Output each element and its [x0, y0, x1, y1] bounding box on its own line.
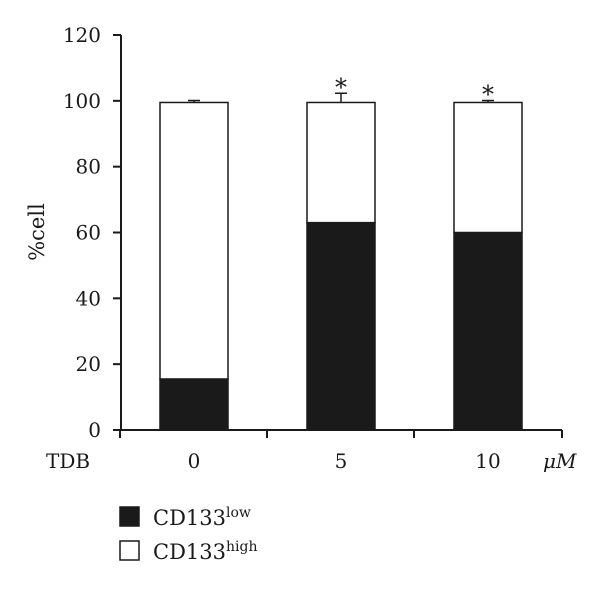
bars: ****	[159, 73, 523, 431]
bar-high-5	[306, 101, 376, 224]
legend-label-base: CD133	[153, 540, 226, 564]
bar-high-10	[453, 101, 523, 234]
bar-low-10	[453, 231, 523, 431]
y-tick-label: 100	[63, 89, 101, 113]
bar-high-0	[159, 101, 229, 380]
x-tick-label: 10	[475, 449, 500, 473]
significance-marker: *	[482, 81, 494, 109]
bar-low-0	[159, 378, 229, 431]
y-tick-label: 80	[76, 155, 101, 179]
y-axis: 0 20 40 60 80 100 120	[63, 23, 122, 442]
y-tick-label: 20	[76, 352, 101, 376]
y-axis-label: %cell	[25, 203, 49, 261]
x-ticks: 0 5 10	[119, 430, 563, 473]
legend-swatch-low	[119, 506, 140, 527]
y-ticks: 0 20 40 60 80 100 120	[63, 23, 121, 442]
legend-label-low: CD133low	[153, 505, 251, 530]
y-tick-label: 120	[63, 23, 101, 47]
y-tick-label: 40	[76, 286, 101, 310]
legend-label-sup: low	[226, 505, 251, 521]
legend-label-sup: high	[226, 539, 257, 555]
legend-swatch-high	[119, 540, 140, 561]
y-tick-label: 60	[76, 221, 101, 245]
legend-label-base: CD133	[153, 506, 226, 530]
x-axis-label: TDB	[46, 449, 90, 473]
legend-label-high: CD133high	[153, 539, 257, 564]
y-tick-label: 0	[88, 418, 101, 442]
bar-low-5	[306, 221, 376, 431]
x-axis: 0 5 10	[119, 429, 563, 473]
x-tick-label: 5	[335, 449, 348, 473]
significance-marker: *	[335, 73, 347, 101]
x-tick-label: 0	[188, 449, 201, 473]
x-axis-unit: μM	[543, 449, 577, 473]
